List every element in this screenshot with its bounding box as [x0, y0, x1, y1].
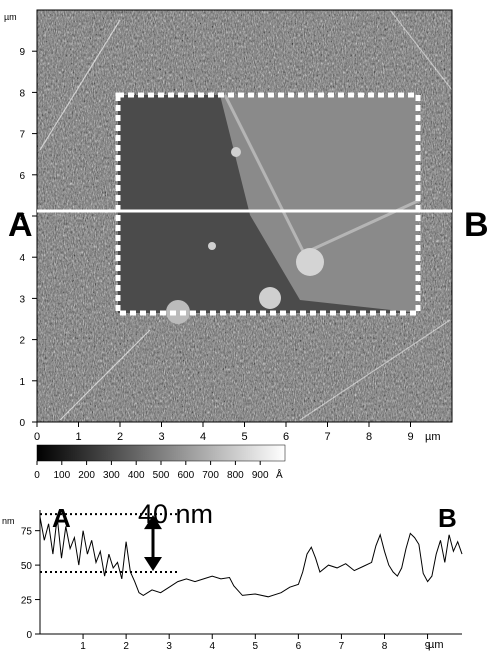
image-label-b: B	[464, 206, 489, 244]
grain-boundary	[299, 198, 421, 257]
image-label-a: A	[8, 206, 33, 244]
step-guides	[40, 513, 178, 573]
colorbar-tick-label: 300	[103, 470, 120, 481]
image-y-tick-label: 3	[19, 294, 25, 305]
arrow-head-up	[144, 515, 162, 530]
profile-label-a: A	[52, 503, 71, 533]
profile-x-tick-label: 9	[425, 641, 431, 651]
step-height-label: 40 nm	[138, 499, 214, 529]
profile-y-tick-label: 50	[21, 561, 33, 572]
colorbar-tick-label: 600	[177, 470, 194, 481]
image-y-tick-label: 8	[19, 88, 25, 99]
bright-particle	[166, 300, 190, 324]
profile-x-tick-label: 6	[296, 641, 302, 651]
profile-y-tick-label: 0	[26, 630, 32, 641]
image-y-tick-label: 7	[19, 130, 25, 141]
colorbar-tick-label: 900	[252, 470, 269, 481]
image-y-tick-label: 6	[19, 171, 25, 182]
colorbar	[36, 444, 286, 462]
profile-y-axis: 0 25 50 75	[21, 527, 40, 641]
afm-features	[39, 10, 452, 421]
bright-particle	[296, 248, 324, 276]
bright-particle	[208, 242, 216, 250]
image-x-tick-label: 8	[366, 431, 372, 443]
afm-height-image	[36, 9, 453, 423]
scratch-line	[39, 19, 121, 151]
colorbar-tick-label: 0	[34, 470, 40, 481]
profile-x-tick-label: 4	[209, 641, 215, 651]
image-y-unit-label: µm	[4, 12, 17, 22]
image-y-tick-label: 9	[19, 47, 25, 58]
bright-particle	[231, 147, 241, 157]
image-x-tick-label: 4	[200, 431, 206, 443]
profile-y-tick-label: 25	[21, 596, 33, 607]
profile-y-unit-label: nm	[2, 516, 15, 526]
profile-series-line	[39, 516, 463, 598]
selection-box	[115, 92, 421, 316]
profile-x-tick-label: 7	[339, 641, 345, 651]
height-profile-plot: 0 25 50 75 1 2 3 4 5 6 7 8 9 nm µm	[2, 510, 463, 651]
colorbar-tick-label: 800	[227, 470, 244, 481]
colorbar-tick-label: 500	[153, 470, 170, 481]
step-edge	[223, 94, 307, 256]
scratch-line	[389, 10, 452, 91]
bright-particle	[259, 287, 281, 309]
colorbar-unit-label: Å	[276, 468, 283, 481]
colorbar-ticks: 0 100 200 300 400 500 600 700 800 900	[34, 461, 269, 481]
image-y-tick-label: 4	[19, 253, 25, 264]
colorbar-tick-label: 100	[53, 470, 70, 481]
image-x-tick-label: 6	[283, 431, 289, 443]
profile-x-tick-label: 5	[253, 641, 259, 651]
colorbar-tick-label: 400	[128, 470, 145, 481]
image-y-tick-label: 2	[19, 336, 25, 347]
image-x-tick-label: 5	[241, 431, 247, 443]
colorbar-tick-label: 700	[202, 470, 219, 481]
profile-y-tick-label: 75	[21, 527, 33, 538]
image-y-tick-label: 0	[19, 418, 25, 429]
image-y-tick-label: 1	[19, 377, 25, 388]
image-x-axis: 0 1 2 3 4 5 6 7 8 9	[34, 422, 414, 443]
image-x-tick-label: 0	[34, 431, 40, 443]
scratch-line	[59, 329, 151, 421]
image-x-tick-label: 9	[407, 431, 413, 443]
bright-terrace	[220, 95, 418, 313]
profile-label-b: B	[438, 503, 457, 533]
step-height-arrow	[144, 515, 162, 571]
arrow-head-down	[144, 557, 162, 571]
profile-x-tick-label: 2	[123, 641, 129, 651]
image-x-unit-label: µm	[425, 431, 441, 443]
scratch-line	[299, 319, 451, 421]
profile-x-axis: 1 2 3 4 5 6 7 8 9	[80, 634, 431, 651]
image-y-axis: 0 1 2 3 4 5 6 7 8 9	[19, 47, 37, 429]
image-x-tick-label: 3	[158, 431, 164, 443]
image-x-tick-label: 7	[324, 431, 330, 443]
image-x-tick-label: 2	[117, 431, 123, 443]
colorbar-tick-label: 200	[78, 470, 95, 481]
image-x-tick-label: 1	[75, 431, 81, 443]
profile-x-unit-label: µm	[428, 639, 444, 651]
profile-x-tick-label: 1	[80, 641, 86, 651]
profile-x-tick-label: 3	[166, 641, 172, 651]
image-y-tick-label: 5	[19, 212, 25, 223]
profile-x-tick-label: 8	[382, 641, 388, 651]
